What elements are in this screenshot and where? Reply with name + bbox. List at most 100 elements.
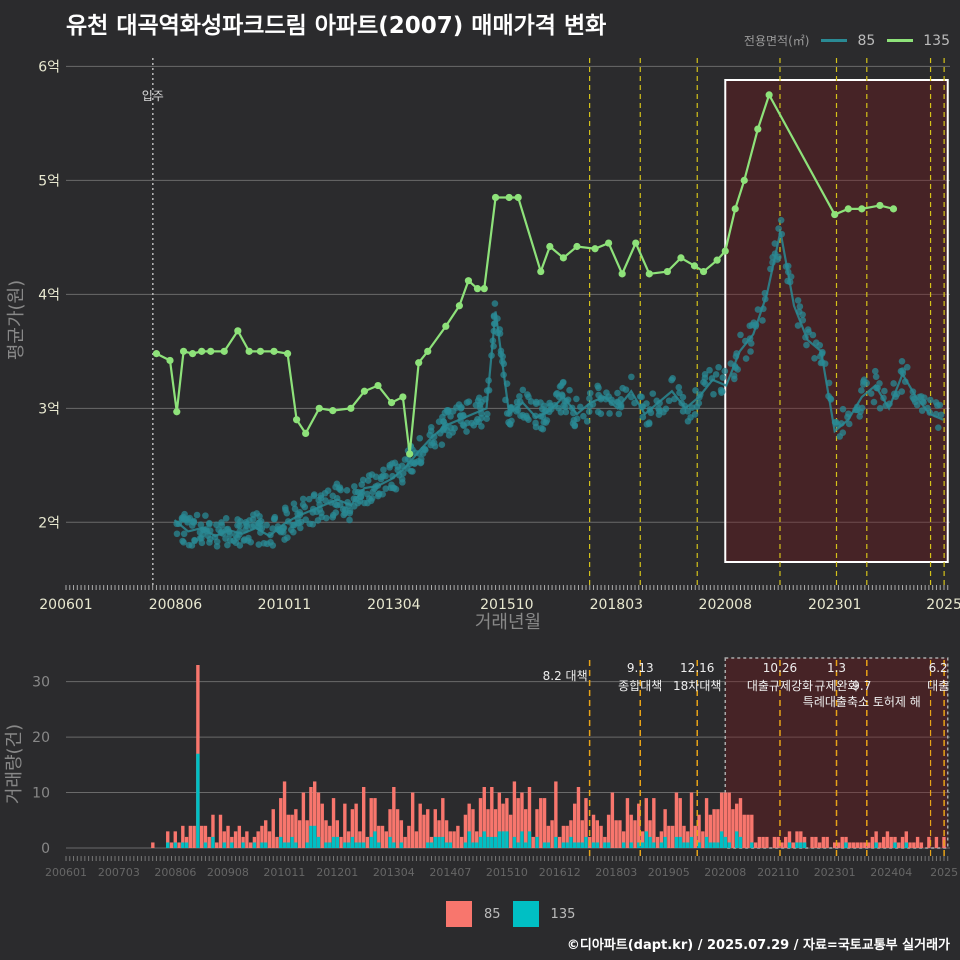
data-point-135 [166,356,174,365]
bar-85 [297,820,302,848]
data-point-85 [871,367,879,375]
bar-85 [885,831,890,848]
bar-135 [305,842,309,848]
bar-85 [448,831,453,848]
data-point-85 [676,389,683,397]
data-point-85 [794,297,802,304]
bar-135 [674,836,679,848]
bar-85 [670,825,675,848]
data-point-135 [876,201,884,210]
bar-85 [395,809,400,848]
bar-x-tick-label: 202301 [814,866,856,879]
bar-85 [320,803,324,848]
bar-85 [629,814,633,848]
data-point-85 [679,408,687,415]
data-point-85 [206,539,213,546]
data-point-85 [573,395,580,403]
data-point-85 [539,425,547,433]
bar-85 [467,803,471,848]
bar-85 [422,814,426,848]
bar-85 [313,781,317,848]
bar-85 [686,831,690,848]
bar-135 [211,836,215,848]
data-point-85 [643,400,650,407]
bar-85 [557,836,562,848]
bar-135 [444,842,449,848]
bar-85 [659,831,664,848]
bar-85 [719,792,724,848]
x-tick-label: 200601 [39,597,92,613]
data-point-85 [527,398,535,405]
bar-85 [742,814,746,848]
bar-85 [708,814,713,848]
data-point-85 [937,411,945,419]
data-point-85 [586,389,594,397]
data-point-135 [302,429,310,438]
bar-85 [772,836,777,848]
data-point-85 [731,375,738,383]
bar-135 [520,831,524,848]
bar-135 [678,836,682,848]
bar-85 [621,831,626,848]
legend-title: 전용면적(㎡) [743,34,810,48]
bar-85 [795,831,799,848]
bar-85 [218,814,223,848]
data-point-85 [809,331,817,339]
data-point-85 [375,490,383,498]
data-point-135 [179,347,188,355]
data-point-85 [390,484,398,492]
bar-85 [166,831,170,848]
bar-85 [328,825,332,848]
data-point-85 [585,408,593,415]
bar-135 [324,842,328,848]
data-point-85 [560,378,567,386]
bar-85 [151,842,155,848]
bar-135 [573,842,577,848]
bottom-legend-label-135: 135 [550,906,576,922]
data-point-85 [365,472,373,479]
bar-x-tick-label: 201510 [486,866,528,879]
data-point-85 [872,373,880,380]
data-point-85 [754,306,762,313]
data-point-85 [416,434,424,442]
data-point-85 [444,407,452,414]
bar-85 [301,792,306,848]
bar-85 [264,820,268,848]
bar-85 [305,820,309,848]
data-point-85 [655,405,662,412]
bar-85 [897,842,901,848]
data-point-85 [580,412,587,420]
bar-85 [848,842,852,848]
bar-135 [377,842,381,848]
data-point-85 [622,386,630,393]
bar-85 [531,836,535,848]
bar-x-tick-label: 201304 [373,866,415,879]
data-point-85 [665,397,673,405]
data-point-85 [775,225,782,232]
bar-85 [851,842,856,848]
bar-85 [331,798,336,848]
bar-135 [735,831,739,848]
bar-135 [358,842,362,848]
data-point-85 [524,391,531,398]
bar-85 [814,836,818,848]
bar-85 [444,820,449,848]
bar-85 [889,836,893,848]
bar-85 [866,842,871,848]
data-point-85 [706,366,713,374]
data-point-85 [636,393,644,400]
bar-135 [350,836,355,848]
bar-85 [881,836,886,848]
data-point-85 [419,450,427,457]
data-point-85 [934,424,942,431]
chart-title: 유천 대곡역화성파크드림 아파트(2007) 매매가격 변화 [66,13,607,39]
bar-85 [294,809,298,848]
bar-135 [738,836,743,848]
data-point-85 [269,542,277,549]
bar-85 [580,820,584,848]
data-point-135 [315,404,323,412]
bar-85 [821,836,826,848]
annotation-text: 종합대책 [618,678,662,693]
data-point-85 [532,423,540,431]
data-point-135 [473,285,482,293]
